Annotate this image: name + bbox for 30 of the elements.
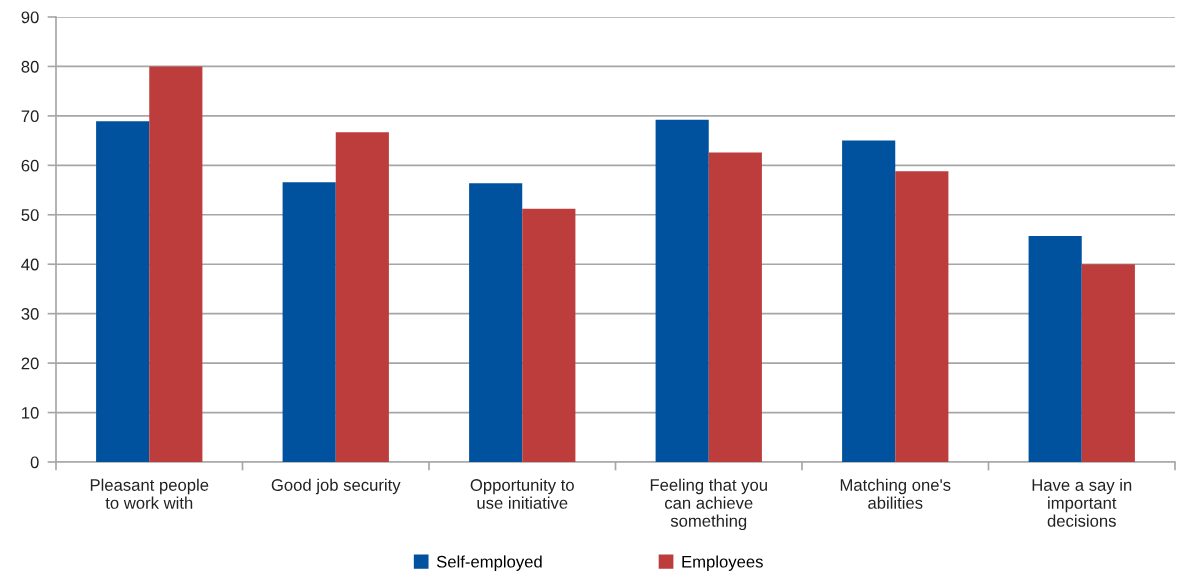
y-tick-label: 90 xyxy=(21,11,39,24)
bar xyxy=(1028,236,1082,462)
x-tick-label: Feeling that you can achieve something xyxy=(650,478,767,531)
y-tick-label: 0 xyxy=(30,456,39,469)
bar xyxy=(469,183,523,462)
bar xyxy=(522,208,576,462)
bar xyxy=(842,140,896,462)
bar xyxy=(149,66,203,462)
y-tick-label: 70 xyxy=(21,110,39,123)
x-tick-label: Pleasant people to work with xyxy=(90,478,209,509)
bar xyxy=(335,132,389,462)
y-tick-label: 50 xyxy=(21,209,39,221)
y-tick-label: 30 xyxy=(21,308,39,320)
x-tick-label: Have a say in important decisions xyxy=(1032,478,1132,527)
y-tick-label: 40 xyxy=(21,258,39,271)
y-tick-label: 60 xyxy=(21,159,39,172)
bar xyxy=(282,182,336,462)
bar xyxy=(1081,264,1135,462)
y-tick-label: 80 xyxy=(21,60,39,73)
x-tick-label: Matching one's abilities xyxy=(840,478,951,509)
x-tick-label: Opportunity to use initiative xyxy=(470,478,574,509)
y-tick-label: 10 xyxy=(22,406,39,419)
bar xyxy=(895,171,949,462)
x-tick-label: Good job security xyxy=(271,478,401,495)
bar xyxy=(708,152,762,462)
legend-label: Employees xyxy=(682,555,763,571)
bar xyxy=(655,119,709,462)
legend-label: Self-employed xyxy=(436,555,542,571)
bar xyxy=(96,121,150,462)
y-tick-label: 20 xyxy=(21,357,39,370)
